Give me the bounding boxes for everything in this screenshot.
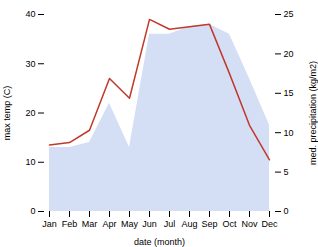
svg-text:15: 15 [284,88,294,98]
svg-text:20: 20 [284,49,294,59]
svg-text:May: May [121,219,139,229]
svg-text:Oct: Oct [222,219,237,229]
svg-text:Mar: Mar [82,219,98,229]
svg-text:0: 0 [284,206,289,216]
svg-text:Dec: Dec [261,219,278,229]
svg-text:40: 40 [25,9,35,19]
svg-text:Jan: Jan [42,219,57,229]
svg-text:10: 10 [25,157,35,167]
svg-text:5: 5 [284,167,289,177]
svg-text:med. precipitation (kg/m2): med. precipitation (kg/m2) [308,61,318,165]
svg-text:20: 20 [25,108,35,118]
svg-text:date (month): date (month) [134,237,185,247]
svg-text:Jul: Jul [164,219,176,229]
svg-text:25: 25 [284,9,294,19]
svg-text:Feb: Feb [62,219,78,229]
svg-text:0: 0 [30,206,35,216]
svg-text:Apr: Apr [102,219,116,229]
svg-text:30: 30 [25,59,35,69]
svg-text:max temp (C): max temp (C) [2,86,12,141]
svg-text:Jun: Jun [142,219,157,229]
svg-text:Nov: Nov [241,219,258,229]
svg-text:Sep: Sep [201,219,217,229]
svg-text:10: 10 [284,128,294,138]
svg-text:Aug: Aug [181,219,197,229]
